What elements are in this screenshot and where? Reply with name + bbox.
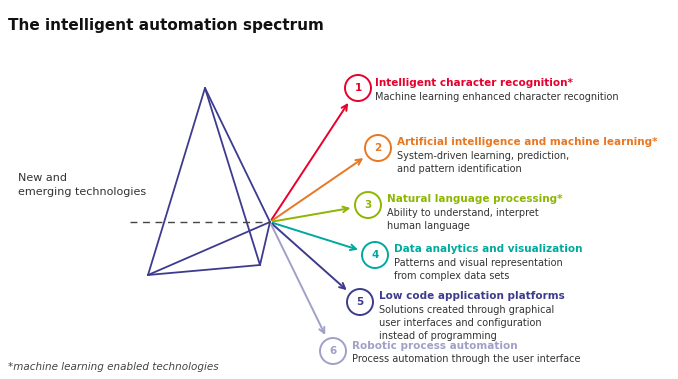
Text: System-driven learning, prediction,
and pattern identification: System-driven learning, prediction, and … [397,151,570,174]
Circle shape [355,192,381,218]
Text: Machine learning enhanced character recognition: Machine learning enhanced character reco… [375,92,618,102]
Text: Ability to understand, interpret
human language: Ability to understand, interpret human l… [387,208,539,231]
Text: 6: 6 [330,346,336,356]
Text: New and
emerging technologies: New and emerging technologies [18,174,146,197]
Circle shape [345,75,371,101]
Text: 5: 5 [357,297,363,307]
Text: Patterns and visual representation
from complex data sets: Patterns and visual representation from … [394,258,563,281]
Text: Intelligent character recognition*: Intelligent character recognition* [375,78,573,88]
Circle shape [347,289,373,315]
Text: Robotic process automation: Robotic process automation [352,341,517,351]
Text: Data analytics and visualization: Data analytics and visualization [394,244,582,254]
Text: 1: 1 [355,83,361,93]
Text: The intelligent automation spectrum: The intelligent automation spectrum [8,18,324,33]
Text: Artificial intelligence and machine learning*: Artificial intelligence and machine lear… [397,137,658,147]
Text: Process automation through the user interface: Process automation through the user inte… [352,354,580,364]
Text: 3: 3 [364,200,372,210]
Circle shape [362,242,388,268]
Circle shape [320,338,346,364]
Text: Low code application platforms: Low code application platforms [379,291,565,301]
Text: 2: 2 [374,143,382,153]
Text: 4: 4 [372,250,379,260]
Text: *machine learning enabled technologies: *machine learning enabled technologies [8,362,218,372]
Text: Solutions created through graphical
user interfaces and configuration
instead of: Solutions created through graphical user… [379,305,554,341]
Circle shape [365,135,391,161]
Text: Natural language processing*: Natural language processing* [387,194,563,204]
